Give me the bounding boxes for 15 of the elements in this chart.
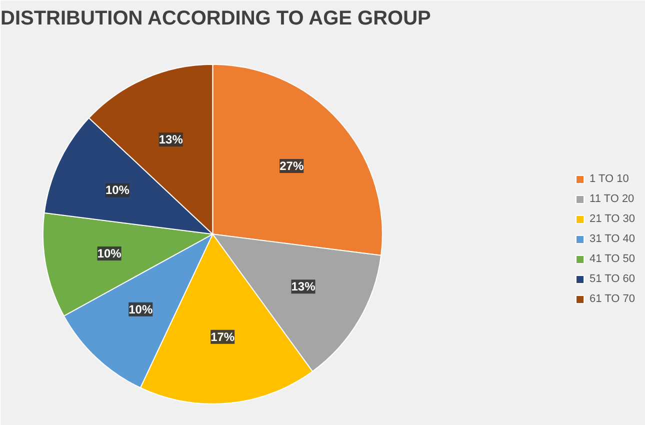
legend-label: 31 TO 40 bbox=[590, 232, 635, 244]
legend-label: 41 TO 50 bbox=[590, 252, 635, 264]
data-label: 17% bbox=[210, 330, 235, 344]
legend-label: 1 TO 10 bbox=[590, 172, 629, 184]
legend-label: 61 TO 70 bbox=[590, 292, 635, 304]
legend-label: 11 TO 20 bbox=[590, 192, 634, 204]
data-label: 27% bbox=[280, 158, 304, 173]
data-label: 10% bbox=[97, 246, 122, 260]
legend-label: 21 TO 30 bbox=[590, 212, 635, 224]
legend-label: 51 TO 60 bbox=[590, 272, 635, 284]
data-label: 13% bbox=[291, 280, 316, 294]
data-label: 10% bbox=[105, 183, 130, 198]
data-label: 10% bbox=[128, 302, 153, 316]
chart-title: DISTRIBUTION ACCORDING TO AGE GROUP bbox=[0, 8, 431, 30]
data-label: 13% bbox=[158, 132, 184, 146]
